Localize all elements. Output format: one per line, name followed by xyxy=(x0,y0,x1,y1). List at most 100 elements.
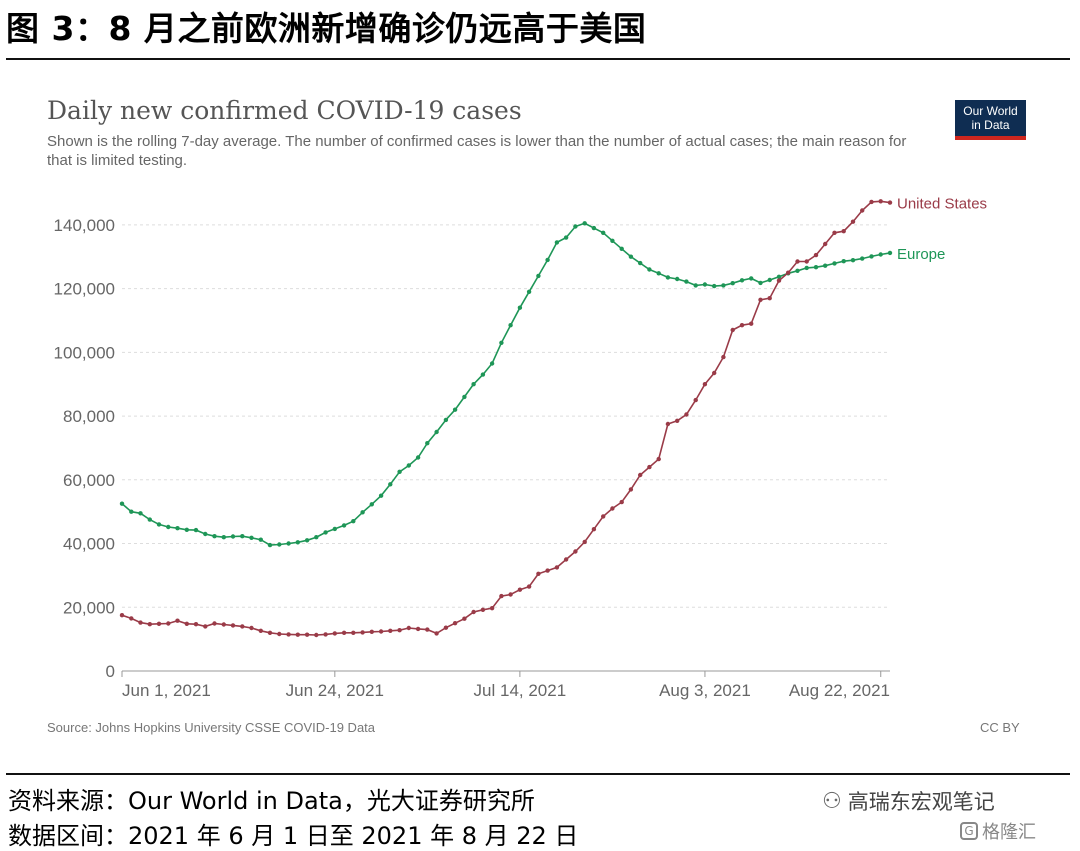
data-point xyxy=(702,382,708,387)
data-point xyxy=(193,527,199,533)
data-point xyxy=(878,252,883,257)
data-point xyxy=(536,273,541,279)
data-point xyxy=(730,327,735,333)
data-point xyxy=(378,493,384,498)
data-point xyxy=(684,412,689,417)
data-point xyxy=(693,283,698,288)
data-point xyxy=(563,557,569,562)
owid-logo-line-2: in Data xyxy=(971,118,1010,132)
data-point xyxy=(656,271,661,276)
top-divider xyxy=(6,58,1070,60)
data-point xyxy=(526,289,532,294)
data-point xyxy=(351,519,356,524)
data-point xyxy=(258,628,263,633)
data-point xyxy=(601,230,606,235)
data-point xyxy=(304,632,310,637)
wechat-icon: ⚇ xyxy=(822,788,842,814)
data-point xyxy=(360,510,365,515)
data-point xyxy=(489,606,495,611)
series-label: Europe xyxy=(897,246,945,263)
data-point xyxy=(804,259,809,264)
data-point xyxy=(138,511,143,516)
y-tick-label: 40,000 xyxy=(63,535,115,554)
data-point xyxy=(582,221,587,226)
data-point xyxy=(332,631,337,636)
data-point xyxy=(767,277,772,283)
data-point xyxy=(563,235,569,240)
data-point xyxy=(749,276,754,281)
data-point xyxy=(434,429,439,435)
data-point xyxy=(277,631,282,637)
data-point xyxy=(508,592,513,597)
y-tick-label: 140,000 xyxy=(54,216,115,235)
chart-license[interactable]: CC BY xyxy=(980,720,1020,735)
data-point xyxy=(591,225,597,231)
data-point xyxy=(295,632,300,637)
data-point xyxy=(860,256,865,261)
data-point xyxy=(582,539,587,545)
data-point xyxy=(841,259,846,264)
owid-logo[interactable]: Our World in Data xyxy=(955,100,1026,140)
bottom-divider xyxy=(6,773,1070,775)
data-point xyxy=(425,627,430,632)
data-point xyxy=(712,370,717,376)
data-point xyxy=(314,632,319,638)
data-point xyxy=(619,246,624,251)
data-point xyxy=(739,278,745,283)
data-point xyxy=(462,616,467,621)
data-point xyxy=(221,622,226,627)
data-point xyxy=(610,238,615,243)
data-point xyxy=(591,527,597,532)
data-point xyxy=(323,632,328,637)
data-point xyxy=(249,625,254,631)
data-point xyxy=(480,372,486,377)
data-point xyxy=(434,631,439,636)
data-point xyxy=(397,469,402,474)
x-tick-label: Jun 1, 2021 xyxy=(122,681,211,700)
data-point xyxy=(684,279,689,284)
footer-data-range: 数据区间：2021 年 6 月 1 日至 2021 年 8 月 22 日 xyxy=(8,822,579,850)
data-point xyxy=(554,240,560,245)
data-point xyxy=(295,540,300,545)
data-point xyxy=(526,584,532,589)
x-tick-label: Jul 14, 2021 xyxy=(474,681,567,700)
data-point xyxy=(258,537,263,542)
y-tick-label: 80,000 xyxy=(63,407,115,426)
data-point xyxy=(730,281,735,286)
data-point xyxy=(175,618,180,623)
data-point xyxy=(823,263,828,268)
data-point xyxy=(656,456,661,462)
watermark-2: G 格隆汇 xyxy=(960,818,1036,844)
chart-subtitle: Shown is the rolling 7-day average. The … xyxy=(47,133,907,169)
data-point xyxy=(545,257,550,263)
data-point xyxy=(739,323,745,328)
data-point xyxy=(415,455,421,460)
data-point xyxy=(360,630,365,635)
data-point xyxy=(471,382,476,387)
data-point xyxy=(823,241,828,247)
data-point xyxy=(452,621,458,626)
data-point xyxy=(554,565,560,570)
data-point xyxy=(721,283,726,288)
data-point xyxy=(573,224,578,229)
data-point xyxy=(702,282,708,287)
data-point xyxy=(813,252,819,258)
data-point xyxy=(776,274,782,279)
data-point xyxy=(249,535,254,540)
data-point xyxy=(841,229,846,234)
data-point xyxy=(869,199,874,205)
data-point xyxy=(406,625,411,631)
data-point xyxy=(119,613,125,618)
data-point xyxy=(351,630,356,635)
chart-source: Source: Johns Hopkins University CSSE CO… xyxy=(47,720,376,735)
data-point xyxy=(758,297,763,302)
data-point xyxy=(850,219,856,224)
data-point xyxy=(166,621,171,626)
data-point xyxy=(286,632,291,637)
data-point xyxy=(369,629,374,634)
data-point xyxy=(517,305,523,310)
watermark: ⚇ 高瑞东宏观笔记 xyxy=(822,786,995,816)
data-point xyxy=(758,280,763,286)
data-point xyxy=(166,524,171,530)
data-point xyxy=(832,230,837,235)
